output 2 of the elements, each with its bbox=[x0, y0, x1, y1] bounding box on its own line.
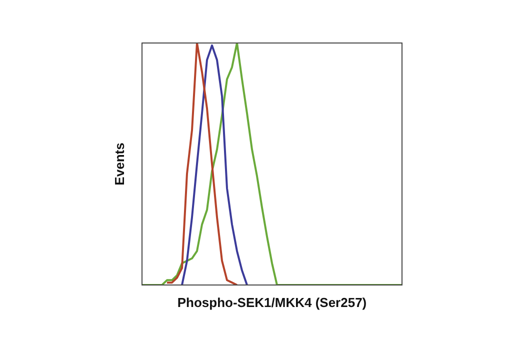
y-axis-title: Events bbox=[112, 142, 127, 186]
x-axis-title: Phospho-SEK1/MKK4 (Ser257) bbox=[177, 295, 367, 310]
